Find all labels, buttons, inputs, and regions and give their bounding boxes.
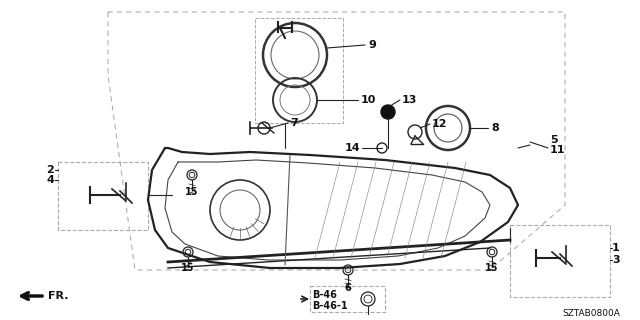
Text: 2: 2	[46, 165, 54, 175]
Text: 14: 14	[344, 143, 360, 153]
Text: 5: 5	[550, 135, 557, 145]
Circle shape	[381, 105, 395, 119]
Text: 6: 6	[344, 283, 351, 293]
Text: FR.: FR.	[48, 291, 68, 301]
Text: 1: 1	[612, 243, 620, 253]
Text: 12: 12	[432, 119, 447, 129]
Text: 7: 7	[290, 118, 298, 128]
Text: B-46: B-46	[312, 290, 337, 300]
Text: 8: 8	[491, 123, 499, 133]
Text: 4: 4	[46, 175, 54, 185]
Text: B-46-1: B-46-1	[312, 301, 348, 311]
Text: 11: 11	[550, 145, 566, 155]
Text: 15: 15	[181, 263, 195, 273]
Text: 9: 9	[368, 40, 376, 50]
Text: 15: 15	[485, 263, 499, 273]
Text: 15: 15	[185, 187, 199, 197]
Text: 10: 10	[361, 95, 376, 105]
Text: 13: 13	[402, 95, 417, 105]
Text: SZTAB0800A: SZTAB0800A	[562, 309, 620, 318]
Text: 3: 3	[612, 255, 620, 265]
